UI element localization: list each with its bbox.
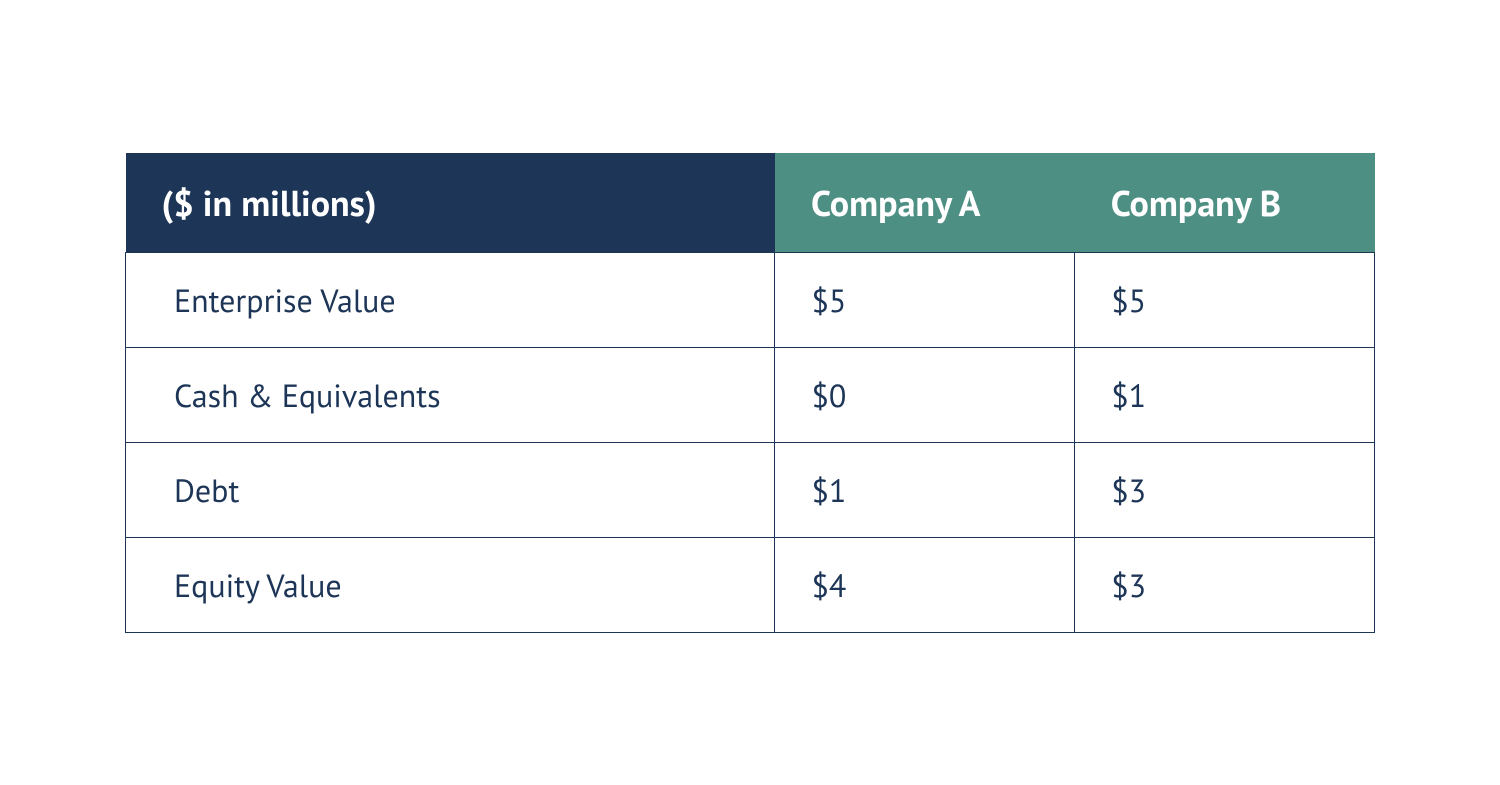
table-row: Cash & Equivalents $0 $1 [126, 347, 1375, 442]
column-header-company-a: Company A [775, 153, 1075, 253]
row-value-a: $1 [775, 442, 1075, 537]
row-value-b: $3 [1075, 537, 1375, 632]
row-value-b: $1 [1075, 347, 1375, 442]
column-header-metric: ($ in millions) [126, 153, 775, 253]
row-value-a: $5 [775, 252, 1075, 347]
comparison-table: ($ in millions) Company A Company B Ente… [125, 153, 1375, 633]
row-label: Cash & Equivalents [126, 347, 775, 442]
row-value-a: $4 [775, 537, 1075, 632]
comparison-table-container: ($ in millions) Company A Company B Ente… [125, 153, 1375, 633]
column-header-company-b: Company B [1075, 153, 1375, 253]
table-row: Enterprise Value $5 $5 [126, 252, 1375, 347]
row-value-b: $3 [1075, 442, 1375, 537]
row-value-a: $0 [775, 347, 1075, 442]
row-label: Debt [126, 442, 775, 537]
table-row: Equity Value $4 $3 [126, 537, 1375, 632]
table-header-row: ($ in millions) Company A Company B [126, 153, 1375, 253]
row-value-b: $5 [1075, 252, 1375, 347]
table-row: Debt $1 $3 [126, 442, 1375, 537]
row-label: Equity Value [126, 537, 775, 632]
row-label: Enterprise Value [126, 252, 775, 347]
